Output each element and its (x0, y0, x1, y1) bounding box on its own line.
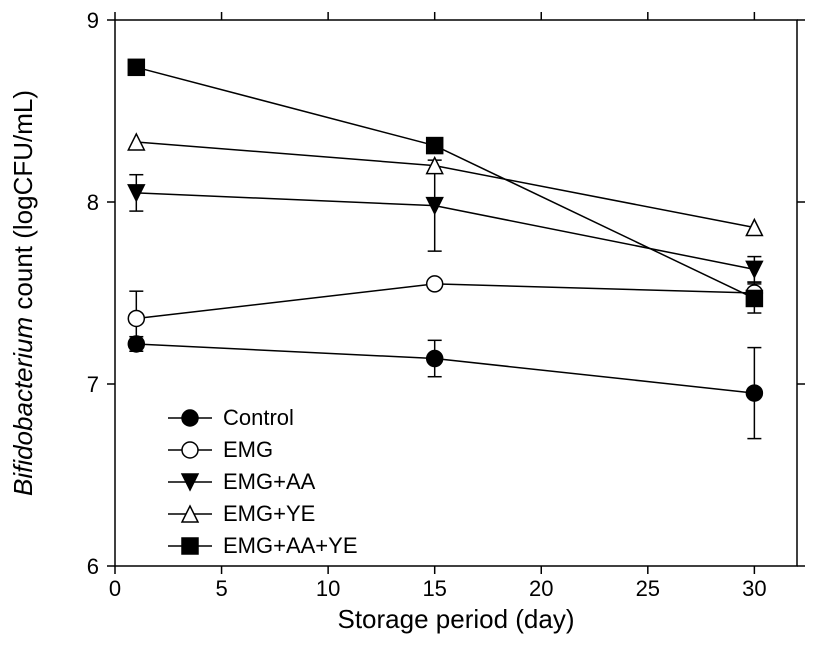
x-tick-label: 0 (109, 576, 121, 601)
y-axis-label: Bifidobacterium count (logCFU/mL) (8, 90, 38, 496)
marker-square (182, 538, 198, 554)
marker-circle (182, 410, 198, 426)
x-tick-label: 30 (742, 576, 766, 601)
x-tick-label: 20 (529, 576, 553, 601)
marker-circle (427, 276, 443, 292)
x-tick-label: 15 (422, 576, 446, 601)
legend-label: EMG+AA (223, 469, 316, 494)
y-tick-label: 9 (87, 8, 99, 33)
marker-triangle-down (746, 261, 762, 277)
marker-circle (128, 336, 144, 352)
marker-circle (182, 442, 198, 458)
x-tick-label: 5 (215, 576, 227, 601)
marker-square (427, 138, 443, 154)
marker-circle (746, 385, 762, 401)
x-tick-label: 10 (316, 576, 340, 601)
marker-triangle-up (746, 219, 762, 235)
y-tick-label: 6 (87, 554, 99, 579)
x-tick-label: 25 (636, 576, 660, 601)
legend-label: EMG+AA+YE (223, 533, 358, 558)
legend-label: Control (223, 405, 294, 430)
marker-circle (427, 351, 443, 367)
x-axis-label: Storage period (day) (337, 604, 574, 634)
series-line (136, 142, 754, 228)
legend-label: EMG+YE (223, 501, 315, 526)
chart-container: 0 5 10 15 20 25 30 6 7 8 9 Storage period (day) Bifi… (0, 0, 827, 646)
series-line (136, 193, 754, 269)
marker-square (128, 59, 144, 75)
marker-circle (128, 310, 144, 326)
chart-svg: 0 5 10 15 20 25 30 6 7 8 9 Storage period (day) Bifi… (0, 0, 827, 646)
series-line (136, 284, 754, 319)
y-tick-label: 7 (87, 372, 99, 397)
y-tick-label: 8 (87, 190, 99, 215)
series-line (136, 344, 754, 393)
legend-label: EMG (223, 437, 273, 462)
series-line (136, 67, 754, 298)
marker-square (746, 290, 762, 306)
plot-border (115, 20, 797, 566)
